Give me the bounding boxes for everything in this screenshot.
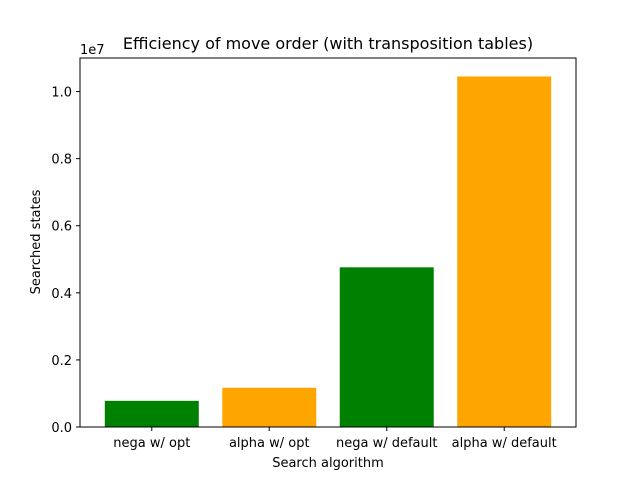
plot-frame	[79, 57, 577, 428]
y-tick-label-2: 0.4	[51, 287, 72, 302]
x-tick-label-2: nega w/ default	[336, 436, 437, 451]
y-tick-label-4: 0.8	[51, 153, 72, 168]
y-tick-label-5: 1.0	[51, 86, 72, 101]
bar-1	[222, 387, 317, 427]
bar-2	[339, 267, 434, 427]
x-axis-label: Search algorithm	[272, 456, 384, 471]
bar-0	[104, 400, 199, 427]
x-axis-ticks: nega w/ opt alpha w/ opt nega w/ default al…	[113, 427, 557, 451]
x-tick-label-1: alpha w/ opt	[229, 436, 310, 451]
y-tick-label-1: 0.2	[51, 354, 72, 369]
bar-3	[457, 76, 552, 427]
y-axis-label: Searched states	[29, 189, 44, 294]
x-tick-label-3: alpha w/ default	[452, 436, 557, 451]
chart-title: Efficiency of move order (with transposi…	[123, 34, 533, 53]
y-axis-ticks: 0.0 0.2 0.4 0.6 0.8 1.0	[51, 86, 80, 436]
y-tick-label-3: 0.6	[51, 220, 72, 235]
y-tick-label-0: 0.0	[51, 421, 72, 436]
bars-group	[104, 76, 552, 427]
x-tick-label-0: nega w/ opt	[113, 436, 190, 451]
y-axis-offset-label: 1e7	[80, 43, 105, 58]
